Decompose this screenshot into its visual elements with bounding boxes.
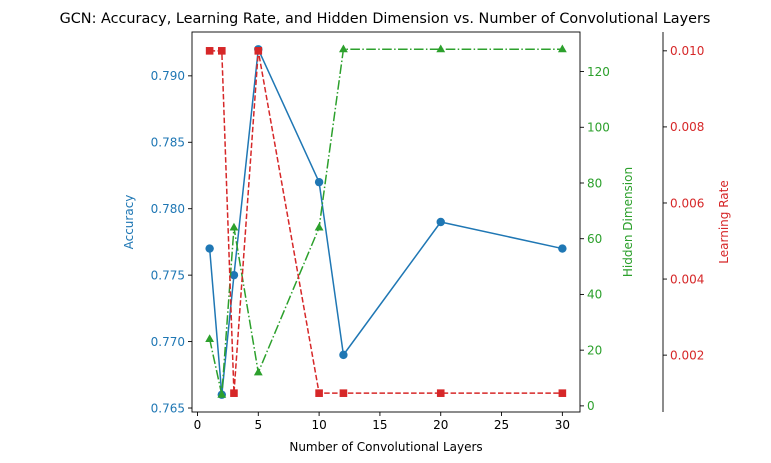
learning_rate-line xyxy=(209,50,563,394)
hidden_dim-tick-label: 0 xyxy=(587,399,595,413)
plot-frame xyxy=(191,31,581,413)
hidden_dim-point xyxy=(339,44,348,53)
accuracy-tick-label: 0.770 xyxy=(151,335,185,349)
learning-rate-axis-label: Learning Rate xyxy=(717,180,731,263)
accuracy-axis-ticks: 0.765 0.770 0.775 0.780 0.785 0.790 xyxy=(151,69,192,415)
learning_rate-point xyxy=(339,389,348,397)
accuracy-point xyxy=(339,350,348,360)
learning_rate-point xyxy=(230,389,238,397)
learning-rate-axis-ticks: 0.002 0.004 0.006 0.008 0.010 xyxy=(663,44,704,362)
hidden_dim-tick-label: 80 xyxy=(587,176,602,190)
accuracy-tick-label: 0.765 xyxy=(151,401,185,415)
learning_rate-point xyxy=(558,389,567,397)
hidden_dim-point xyxy=(217,389,227,398)
hidden_dim-tick-label: 120 xyxy=(587,65,610,79)
learning_rate-tick-label: 0.010 xyxy=(670,44,704,58)
x-tick-label: 25 xyxy=(494,418,509,432)
hidden_dim-tick-label: 100 xyxy=(587,121,610,135)
x-axis-label: Number of Convolutional Layers xyxy=(289,440,482,454)
hidden-dimension-axis-label: Hidden Dimension xyxy=(621,167,635,277)
plot-border xyxy=(191,31,581,413)
hidden_dim-point xyxy=(436,44,446,53)
series-layer xyxy=(205,44,567,399)
learning_rate-point xyxy=(254,47,263,55)
accuracy-point xyxy=(205,244,214,253)
accuracy-tick-label: 0.775 xyxy=(151,268,185,282)
accuracy-series xyxy=(205,45,567,399)
learning_rate-tick-label: 0.002 xyxy=(670,348,704,362)
chart-title: GCN: Accuracy, Learning Rate, and Hidden… xyxy=(60,11,711,27)
hidden_dim-tick-label: 40 xyxy=(587,288,602,302)
x-tick-label: 5 xyxy=(254,418,262,432)
hidden-dimension-axis-ticks: 0 20 40 60 80 100 120 xyxy=(580,65,610,413)
accuracy-axis-label: Accuracy xyxy=(122,195,136,250)
accuracy-point xyxy=(314,177,324,187)
learning_rate-point xyxy=(205,47,214,55)
hidden_dim-line xyxy=(208,48,563,396)
accuracy-line xyxy=(208,48,563,396)
hidden_dim-point xyxy=(557,44,567,53)
learning_rate-series xyxy=(205,47,567,397)
accuracy-tick-label: 0.780 xyxy=(151,202,185,216)
hidden_dim-point xyxy=(253,367,263,376)
learning_rate-tick-label: 0.004 xyxy=(670,272,704,286)
learning_rate-tick-label: 0.008 xyxy=(670,120,704,134)
hidden_dim-series xyxy=(205,44,567,398)
hidden_dim-tick-label: 20 xyxy=(587,343,602,357)
x-tick-label: 15 xyxy=(372,418,387,432)
x-tick-label: 30 xyxy=(555,418,570,432)
accuracy-tick-label: 0.790 xyxy=(151,69,185,83)
accuracy-point xyxy=(558,244,567,253)
accuracy-point xyxy=(436,217,445,227)
learning_rate-point xyxy=(436,389,445,397)
learning_rate-tick-label: 0.006 xyxy=(670,196,704,210)
x-tick-label: 20 xyxy=(433,418,448,432)
x-tick-label: 0 xyxy=(194,418,202,432)
hidden_dim-tick-label: 60 xyxy=(587,232,602,246)
accuracy-point xyxy=(229,270,239,280)
x-tick-label: 10 xyxy=(311,418,326,432)
hidden_dim-point xyxy=(229,222,239,231)
hidden_dim-point xyxy=(205,334,215,342)
x-axis-ticks: 0 5 10 15 20 25 30 xyxy=(194,412,570,432)
learning_rate-point xyxy=(315,389,323,397)
learning_rate-point xyxy=(217,47,226,55)
hidden_dim-point xyxy=(314,222,324,231)
accuracy-tick-label: 0.785 xyxy=(151,136,185,150)
